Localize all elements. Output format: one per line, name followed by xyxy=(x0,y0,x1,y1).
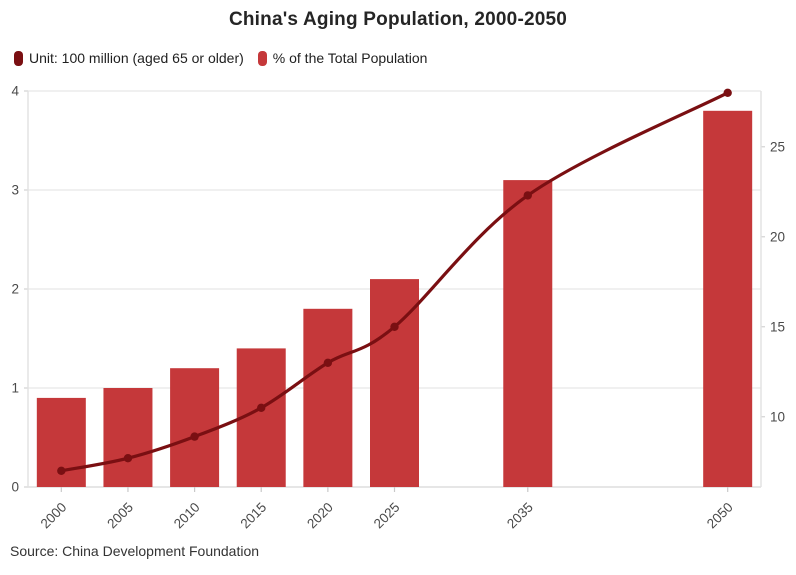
legend-label-percent: % of the Total Population xyxy=(272,50,428,66)
x-axis-label: 2020 xyxy=(304,500,336,532)
bar-2050 xyxy=(703,110,753,488)
bar-2025 xyxy=(370,279,419,487)
left-axis-label: 4 xyxy=(11,84,19,99)
bar-2035 xyxy=(503,180,553,487)
right-axis-label: 15 xyxy=(770,319,785,334)
legend: Unit: 100 million (aged 65 or older) % o… xyxy=(14,50,427,66)
x-axis-label: 2005 xyxy=(104,500,136,532)
x-axis-label: 2010 xyxy=(171,500,203,532)
x-axis-label: 2025 xyxy=(371,500,403,532)
legend-swatch-percent xyxy=(257,50,267,66)
x-axis-label: 2000 xyxy=(38,500,70,532)
left-axis-label: 2 xyxy=(11,282,19,297)
source-attribution: Source: China Development Foundation xyxy=(10,543,260,559)
line-dot-2050 xyxy=(723,88,732,98)
left-axis-label: 0 xyxy=(11,480,19,495)
legend-item-unit: Unit: 100 million (aged 65 or older) xyxy=(14,50,244,66)
bar-2010 xyxy=(170,368,220,487)
x-axis-label: 2015 xyxy=(237,500,269,532)
line-dot-2035 xyxy=(523,191,532,200)
chart-title: China's Aging Population, 2000-2050 xyxy=(228,9,568,30)
right-axis-label: 10 xyxy=(770,409,785,424)
line-dot-2020 xyxy=(323,358,333,367)
line-dot-2000 xyxy=(57,466,66,475)
left-axis-label: 3 xyxy=(11,183,19,198)
bar-2005 xyxy=(103,388,153,487)
x-axis-label: 2035 xyxy=(504,500,536,532)
legend-label-unit: Unit: 100 million (aged 65 or older) xyxy=(29,50,244,66)
line-dot-2015 xyxy=(257,403,266,412)
bar-2020 xyxy=(303,308,353,487)
line-dot-2005 xyxy=(123,454,133,463)
right-axis-label: 20 xyxy=(770,229,785,244)
x-axis-label: 2050 xyxy=(704,500,736,532)
legend-item-percent: % of the Total Population xyxy=(257,50,428,66)
right-axis-label: 25 xyxy=(770,139,785,154)
line-dot-2010 xyxy=(190,432,199,441)
legend-swatch-unit xyxy=(14,50,23,66)
left-axis-label: 1 xyxy=(11,381,19,396)
line-dot-2025 xyxy=(390,322,399,331)
